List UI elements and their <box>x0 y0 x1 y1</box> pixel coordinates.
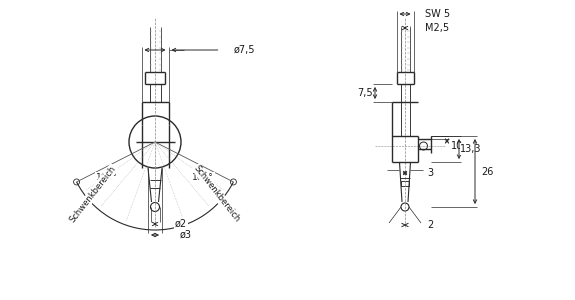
Text: 7,5: 7,5 <box>357 88 373 98</box>
Text: 13,3: 13,3 <box>460 144 482 154</box>
Text: 10: 10 <box>451 141 463 151</box>
Text: M2,5: M2,5 <box>425 23 449 33</box>
Text: ø2: ø2 <box>175 219 187 229</box>
Text: 26: 26 <box>481 167 493 177</box>
Text: ø7,5: ø7,5 <box>233 45 255 55</box>
Text: Schwenkbereich: Schwenkbereich <box>192 164 242 224</box>
Text: 109°: 109° <box>96 172 118 182</box>
Text: 3: 3 <box>427 168 433 178</box>
Text: 2: 2 <box>427 220 433 230</box>
Text: SW 5: SW 5 <box>425 9 450 19</box>
Text: ø3: ø3 <box>180 230 192 240</box>
Text: Schwenkbereich: Schwenkbereich <box>68 164 118 224</box>
Bar <box>401 181 409 186</box>
Text: 109°: 109° <box>192 172 214 182</box>
